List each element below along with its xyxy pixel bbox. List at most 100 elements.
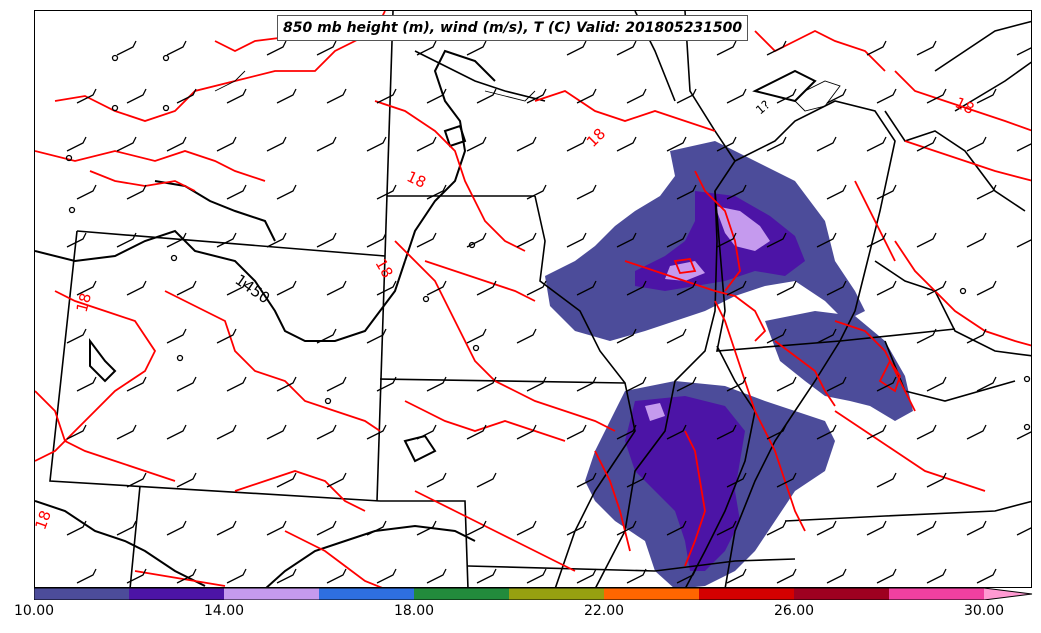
wind-barb [966,232,987,248]
wind-barb [226,568,247,584]
wind-barb [976,184,997,200]
temp-contour [35,290,157,462]
wind-barb [566,40,587,56]
wind-barb [776,280,797,296]
temp-contour [894,70,1031,132]
boundary-line [884,340,1016,402]
shade-region-south-peak [645,403,665,421]
wind-barb [526,184,547,200]
wind-barb [716,232,737,248]
calm-marker [422,295,430,303]
wind-barb [366,424,387,440]
colorbar-tick-label: 26.00 [773,603,815,619]
temp-contour [89,170,196,192]
wind-barb [476,568,497,584]
coast-line [484,90,536,102]
wind-barb [216,136,237,152]
height-contour [404,49,496,262]
height-label-nw: 1? [753,98,773,118]
temp-contour [774,340,836,407]
wind-barb [926,568,947,584]
wind-barb [816,520,837,536]
wind-barb [126,88,147,104]
wind-barb [676,184,697,200]
wind-barb [176,568,197,584]
colorbar-segment [129,588,225,600]
calm-marker [111,54,119,62]
temp-label-18-ne: 18 [952,94,977,118]
wind-barb [216,520,237,536]
temp-contour [673,258,697,274]
wind-barb [976,88,997,104]
wind-barb [766,424,787,440]
wind-barb [166,40,187,56]
temp-contour [164,290,381,432]
wind-barb [416,136,437,152]
wind-barb [526,88,547,104]
wind-barb [416,520,437,536]
wind-barb [866,424,887,440]
map-canvas: 18 18 18 18 18 18 1450 1? [35,11,1031,587]
wind-barb [1016,527,1031,536]
wind-barb [976,376,997,392]
wind-barb [366,136,387,152]
wind-barb [76,568,97,584]
wind-barb [576,184,597,200]
temp-label-18-central: 18 [404,167,429,191]
wind-barb [826,88,847,104]
wind-barb [626,568,647,584]
boundary-line [380,500,469,587]
wind-barb [916,136,937,152]
temp-contour [234,470,366,512]
wind-barb [716,40,737,56]
wind-barb [676,568,697,584]
wind-barb [66,424,87,440]
boundary-line [414,50,546,102]
wind-barb [576,568,597,584]
boundary-line [934,20,1031,72]
shade-region-north-peak2 [665,261,705,281]
wind-barb [266,40,287,56]
wind-barb [476,280,497,296]
coast-line [794,80,841,112]
wind-barb [316,328,337,344]
wind-barb [66,232,87,248]
temp-contour [594,450,631,552]
wind-barb [226,376,247,392]
wind-barb [716,520,737,536]
wind-barb [116,424,137,440]
wind-barb [116,520,137,536]
boundary-line [839,328,956,342]
wind-barb [816,136,837,152]
wind-barb [76,184,97,200]
wind-barb [326,280,347,296]
wind-barb [76,88,97,104]
calm-marker [111,104,119,112]
wind-barb [316,136,337,152]
wind-barb [816,232,837,248]
wind-barb [676,376,697,392]
wind-barb [666,520,687,536]
wind-barb [666,424,687,440]
wind-barb [116,136,137,152]
wind-barb [176,280,197,296]
temp-contour [714,300,806,532]
wind-barb [826,184,847,200]
wind-barb [616,328,637,344]
temp-label-18-north: 18 [583,125,609,151]
wind-barb [616,136,637,152]
temp-label-18-west: 18 [73,291,95,314]
wind-barb [476,472,497,488]
wind-barb [276,184,297,200]
wind-barb [476,376,497,392]
wind-barb [666,232,687,248]
wind-barb [316,520,337,536]
wind-barb [1016,431,1031,440]
calm-marker [162,54,170,62]
boundary-line [129,485,141,587]
wind-barb [476,88,497,104]
temp-label-18-mid: 18 [371,256,396,282]
wind-barb [976,568,997,584]
calm-marker [1023,375,1031,383]
calm-marker [1023,423,1031,431]
